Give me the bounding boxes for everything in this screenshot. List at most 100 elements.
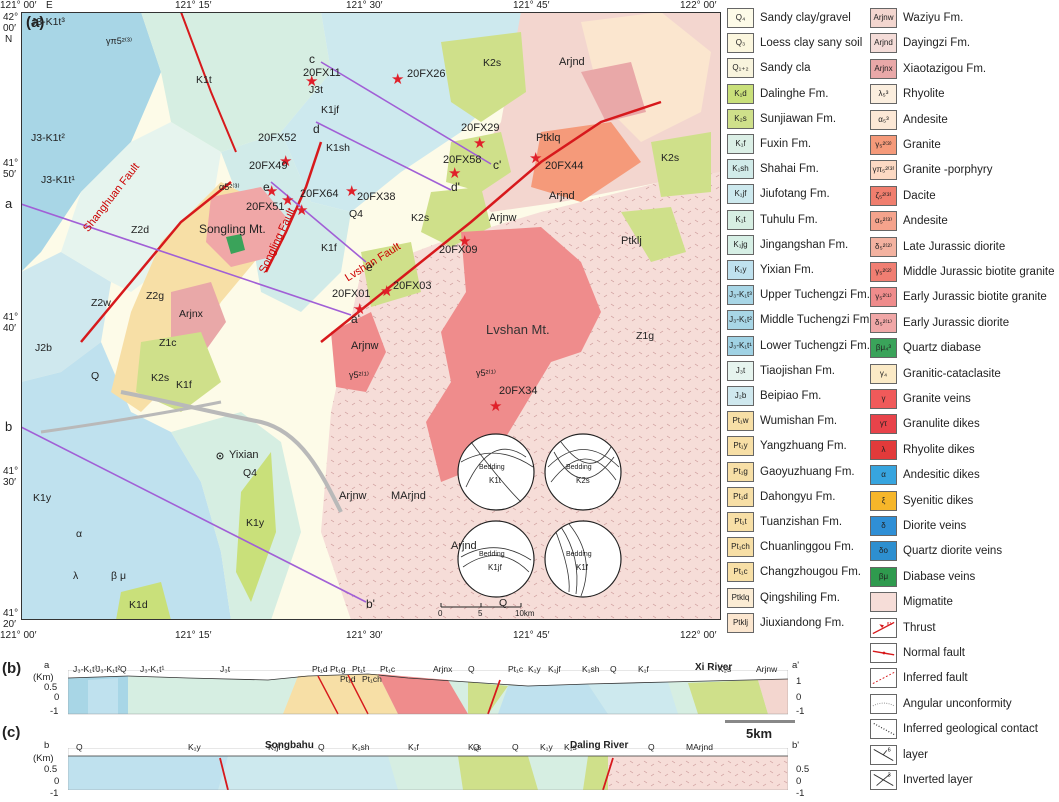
unit-k2s-7 (361, 242, 421, 307)
legend-item: βμ₄³ Quartz diabase (870, 338, 1059, 359)
legend-label: Chuanlinggou Fm. (760, 541, 854, 554)
legend-label: Yixian Fm. (760, 264, 814, 276)
sample-star: ★ (473, 135, 487, 152)
legend-code: δ₅²⁽¹⁾ (875, 317, 892, 327)
legend-item: J₃-K₁t² Middle Tuchengzi Fm. (727, 310, 878, 331)
legend-label: Late Jurassic diorite (903, 240, 1006, 253)
legend-label: Angular unconformity (903, 697, 1012, 710)
legend-label: Diabase veins (903, 570, 976, 583)
legend-label: Waziyu Fm. (903, 12, 964, 24)
section-line-c (320, 61, 492, 165)
legend-swatch: Pt₁y (727, 436, 754, 457)
legend-item: γπ₅²⁽³⁾ Granite -porphyry (870, 160, 1059, 181)
legend-swatch: δο (870, 541, 897, 562)
legend-code: Pt₁c (733, 567, 748, 577)
stereonet-group (457, 433, 622, 598)
legend-symbol: 6 (870, 744, 897, 765)
legend-code: γ (881, 394, 886, 403)
legend-code: Q₃ (735, 38, 746, 48)
sample-star: ★ (281, 192, 295, 209)
legend-swatch: λ₅³ (870, 84, 897, 105)
legend-label: Inverted layer (903, 774, 973, 786)
section-b-unit-label: J₃-K₁t² (96, 664, 121, 674)
river (120, 390, 343, 513)
legend-swatch: α₅³ (870, 109, 897, 130)
legend-item: J₃t Tiaojishan Fm. (727, 360, 878, 381)
section-b-unit-label: Q (120, 664, 127, 674)
legend-label: Quartz diorite veins (903, 545, 1003, 558)
legend-item: βμ Diabase veins (870, 566, 1059, 587)
legend-label: Granitic-cataclasite (903, 367, 1001, 380)
legend-swatch: α (870, 465, 897, 486)
legend-item: K₁y Yixian Fm. (727, 260, 878, 280)
legend-item: Migmatite (870, 592, 1059, 613)
panel-label-c: (c) (2, 724, 21, 741)
section-b-unit-label: Pt₁d (312, 664, 328, 674)
legend-label: Dacite (903, 189, 936, 202)
section-c-unit-label: Q (318, 742, 325, 752)
section-scale-label: 5km (746, 726, 773, 741)
legend-label: Wumishan Fm. (760, 415, 838, 428)
section-b-unit-label: K₁jf (548, 664, 561, 674)
section-c-rtick: -1 (796, 788, 805, 799)
legend-swatch: γ₅²⁽²⁾ (870, 262, 897, 282)
legend-swatch: ξ (870, 490, 897, 511)
section-b-unit-label: J₃-K₁t³ (73, 664, 98, 674)
legend-label: Middle Jurassic biotite granite (903, 266, 1055, 278)
section-c-right-end: b' (792, 740, 800, 751)
legend-label: Dayingzi Fm. (903, 37, 971, 50)
legend-item: Arjnx Xiaotazigou Fm. (870, 58, 1059, 79)
legend-code: γ₄ (879, 368, 888, 378)
sample-star: ★ (353, 301, 367, 318)
xi-river-label: Xi River (695, 662, 733, 673)
sample-label: 20FX64 (300, 188, 339, 200)
legend-swatch: γ₅²⁽³⁾ (870, 135, 897, 155)
legend-swatch: λ (870, 439, 897, 460)
legend-item: Q₁₊₂ Sandy cla (727, 58, 878, 79)
legend-swatch: Pt₁d (727, 486, 754, 507)
unit-k1t-north (141, 12, 331, 152)
section-line-e (270, 181, 367, 263)
unit-granite-west (331, 312, 386, 392)
section-c-unit-label: K₁y (540, 742, 553, 752)
map-scale-bar (440, 603, 522, 608)
unit-z2w (236, 452, 276, 602)
section-c-ytick: 0 (54, 776, 60, 787)
legend-swatch: Ptklj (727, 612, 754, 633)
section-b-rtick: 0 (796, 692, 802, 703)
legend-symbol (870, 668, 897, 689)
songling-fault-line (264, 141, 323, 273)
shanghuan-fault-line (80, 181, 232, 343)
legend-item: α₅²⁽³⁾ Andesite (870, 211, 1059, 232)
songbahu-label: Songbahu (265, 740, 314, 751)
section-b-ytick: -1 (50, 706, 59, 717)
section-c-left-end: b (44, 740, 50, 751)
legend-item: Pt₁d Dahongyu Fm. (727, 486, 878, 507)
legend-label: Upper Tuchengzi Fm. (760, 289, 870, 302)
legend-label: Rhyolite (903, 88, 945, 101)
legend-code: J₂b (734, 391, 747, 400)
legend-code: Q₄ (735, 13, 746, 22)
legend-code: λ₅³ (878, 89, 889, 99)
legend-label: Andesite (903, 215, 948, 228)
section-c-rtick: 0 (796, 776, 802, 787)
legend-item: K₁sh Shahai Fm. (727, 159, 878, 180)
legend-code: βμ₄³ (875, 343, 892, 353)
legend-item: Pt₁y Yangzhuang Fm. (727, 436, 878, 457)
lat-min: 50′ (3, 169, 16, 180)
sample-label: 20FX01 (332, 288, 371, 300)
legend-code: Pt₁y (733, 441, 748, 451)
svg-text:6: 6 (888, 747, 891, 753)
section-b-unit-label: Pt₁g (330, 664, 346, 674)
lat-min: 30′ (3, 477, 16, 488)
section-b-rtick: -1 (796, 706, 805, 717)
legend-swatch: Arjnx (870, 58, 897, 79)
unit-k2s-6 (136, 332, 221, 412)
lat-deg: 41° (3, 608, 19, 619)
lat-deg: 41° (3, 158, 19, 169)
lat-min: 40′ (3, 323, 16, 334)
legend-label: Lower Tuchengzi Fm. (760, 339, 870, 352)
yixian-marker (216, 452, 224, 460)
section-b-unit-label: Arjnx (433, 664, 453, 674)
section-b-unit-label: J₃-K₁t¹ (140, 664, 165, 674)
